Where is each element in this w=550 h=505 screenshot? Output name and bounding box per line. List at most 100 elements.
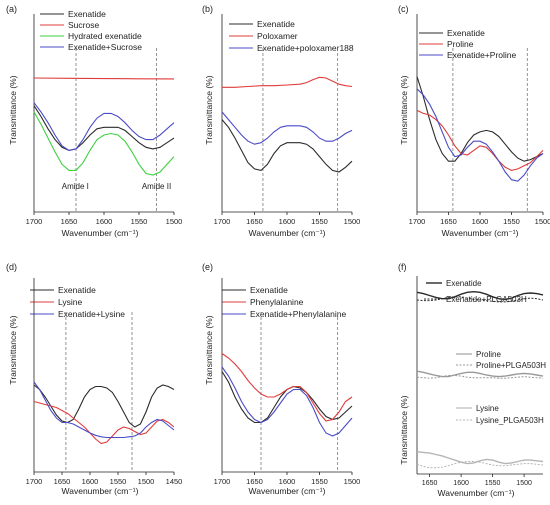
x-tick-label: 1500 [344,477,361,486]
legend-label: Exenatide+Sucrose [68,42,142,52]
y-axis-label: Transmittance (%) [399,395,409,464]
legend-label: Phenylalanine [250,297,304,307]
x-tick-label: 1600 [96,217,113,226]
panel-c: (c) Transmittance (%) Wavenumber (cm⁻¹) … [398,4,550,238]
y-axis-label: Transmittance (%) [8,75,18,144]
y-axis-label: Transmittance (%) [8,315,18,384]
x-axis-label: Wavenumber (cm⁻¹) [442,228,519,238]
series-line [416,370,544,378]
panel-a: (a) Transmittance (%) Wavenumber (cm⁻¹) … [6,4,182,238]
panel-b: (b) Transmittance (%) Wavenumber (cm⁻¹) … [202,4,360,238]
x-tick-label: 1500 [535,217,550,226]
series-line [221,371,353,424]
panel-label: (a) [6,4,17,14]
x-tick-label: 1700 [214,217,231,226]
series-line [221,119,353,173]
annotation: Amide I [62,182,89,191]
x-tick-label: 1700 [26,217,43,226]
legend-label: Exenatide [447,28,485,38]
legend-label: Exenatide [250,285,288,295]
x-tick-label: 1550 [311,217,328,226]
group-labels: Exenatide Exenatide+PLGA503H Proline Pro… [424,279,546,425]
series-line [416,76,544,162]
series-line [33,384,175,428]
x-tick-label: 1550 [311,477,328,486]
panel-label: (c) [398,4,409,14]
series-line [33,105,175,151]
series-label: Lysine_PLGA503H [476,416,544,425]
x-tick-label: 1450 [166,477,183,486]
legend-label: Poloxamer [257,31,298,41]
x-tick-label: 1650 [440,217,457,226]
series-line [33,400,175,445]
x-tick-label: 1650 [246,477,263,486]
legend-label: Exenatide [68,9,106,19]
series-line [416,290,544,301]
series-line [416,451,544,465]
x-tick-label: 1600 [82,477,99,486]
legend: Exenatide Poloxamer Exenatide+poloxamer1… [229,19,354,53]
panel-f: (f) Transmittance (%) Wavenumber (cm⁻¹) … [398,262,546,498]
x-axis-label: Wavenumber (cm⁻¹) [249,486,326,496]
series-label: Proline [476,350,501,359]
series-label: Exenatide+PLGA503H [446,295,527,304]
legend-label: Hydrated exenatide [68,31,142,41]
x-tick-label: 1700 [26,477,43,486]
x-axis-label: Wavenumber (cm⁻¹) [249,228,326,238]
x-tick-label: 1650 [54,477,71,486]
legend: Exenatide Lysine Exenatide+Lysine [30,285,125,319]
x-tick-label: 1600 [279,217,296,226]
series-line [33,111,175,176]
x-tick-label: 1500 [138,477,155,486]
legend-label: Lysine [58,297,83,307]
panel-label: (e) [202,262,213,272]
series-line [221,353,353,422]
x-tick-label: 1550 [110,477,127,486]
legend-label: Exenatide+Lysine [58,309,125,319]
panel-label: (d) [6,262,17,272]
series-line [416,461,544,469]
series-line [33,102,175,151]
x-axis-label: Wavenumber (cm⁻¹) [62,228,139,238]
panel-e: (e) Transmittance (%) Wavenumber (cm⁻¹) … [202,262,360,496]
plot-area [222,278,352,472]
x-tick-label: 1500 [344,217,361,226]
legend-label: Proline [447,39,474,49]
annotation: Amide II [142,182,171,191]
x-tick-label: 1600 [472,217,489,226]
y-axis-label: Transmittance (%) [399,75,409,144]
x-tick-label: 1650 [61,217,78,226]
x-axis-label: Wavenumber (cm⁻¹) [62,486,139,496]
x-tick-label: 1700 [214,477,231,486]
legend-label: Exenatide+poloxamer188 [257,43,354,53]
series-line [221,111,353,145]
series-label: Lysine [476,404,499,413]
series-line [222,76,353,88]
x-tick-label: 1500 [516,480,532,487]
x-tick-label: 1700 [409,217,426,226]
legend-label: Sucrose [68,20,99,30]
series-label: Proline+PLGA503H [476,361,546,370]
series-line [33,77,175,80]
x-tick-label: 1650 [246,217,263,226]
legend: Exenatide Sucrose Hydrated exenatide Exe… [40,9,142,52]
legend-label: Exenatide+Proline [447,50,517,60]
legend: Exenatide Phenylalanine Exenatide+Phenyl… [222,285,346,319]
legend: Exenatide Proline Exenatide+Proline [419,28,517,60]
legend-label: Exenatide [257,19,295,29]
x-tick-label: 1600 [279,477,296,486]
series-label: Exenatide [446,279,482,288]
series-line [33,381,175,439]
series-line [416,296,544,303]
panel-label: (b) [202,4,213,14]
y-axis-label: Transmittance (%) [204,75,214,144]
panel-d: (d) Transmittance (%) Wavenumber (cm⁻¹) … [6,262,182,496]
legend-label: Exenatide [58,285,96,295]
series-line [221,366,353,437]
x-tick-label: 1550 [503,217,520,226]
panel-label: (f) [398,262,407,272]
x-axis-label: Wavenumber (cm⁻¹) [438,488,515,498]
x-tick-label: 1600 [453,480,469,487]
series-line [416,88,544,182]
